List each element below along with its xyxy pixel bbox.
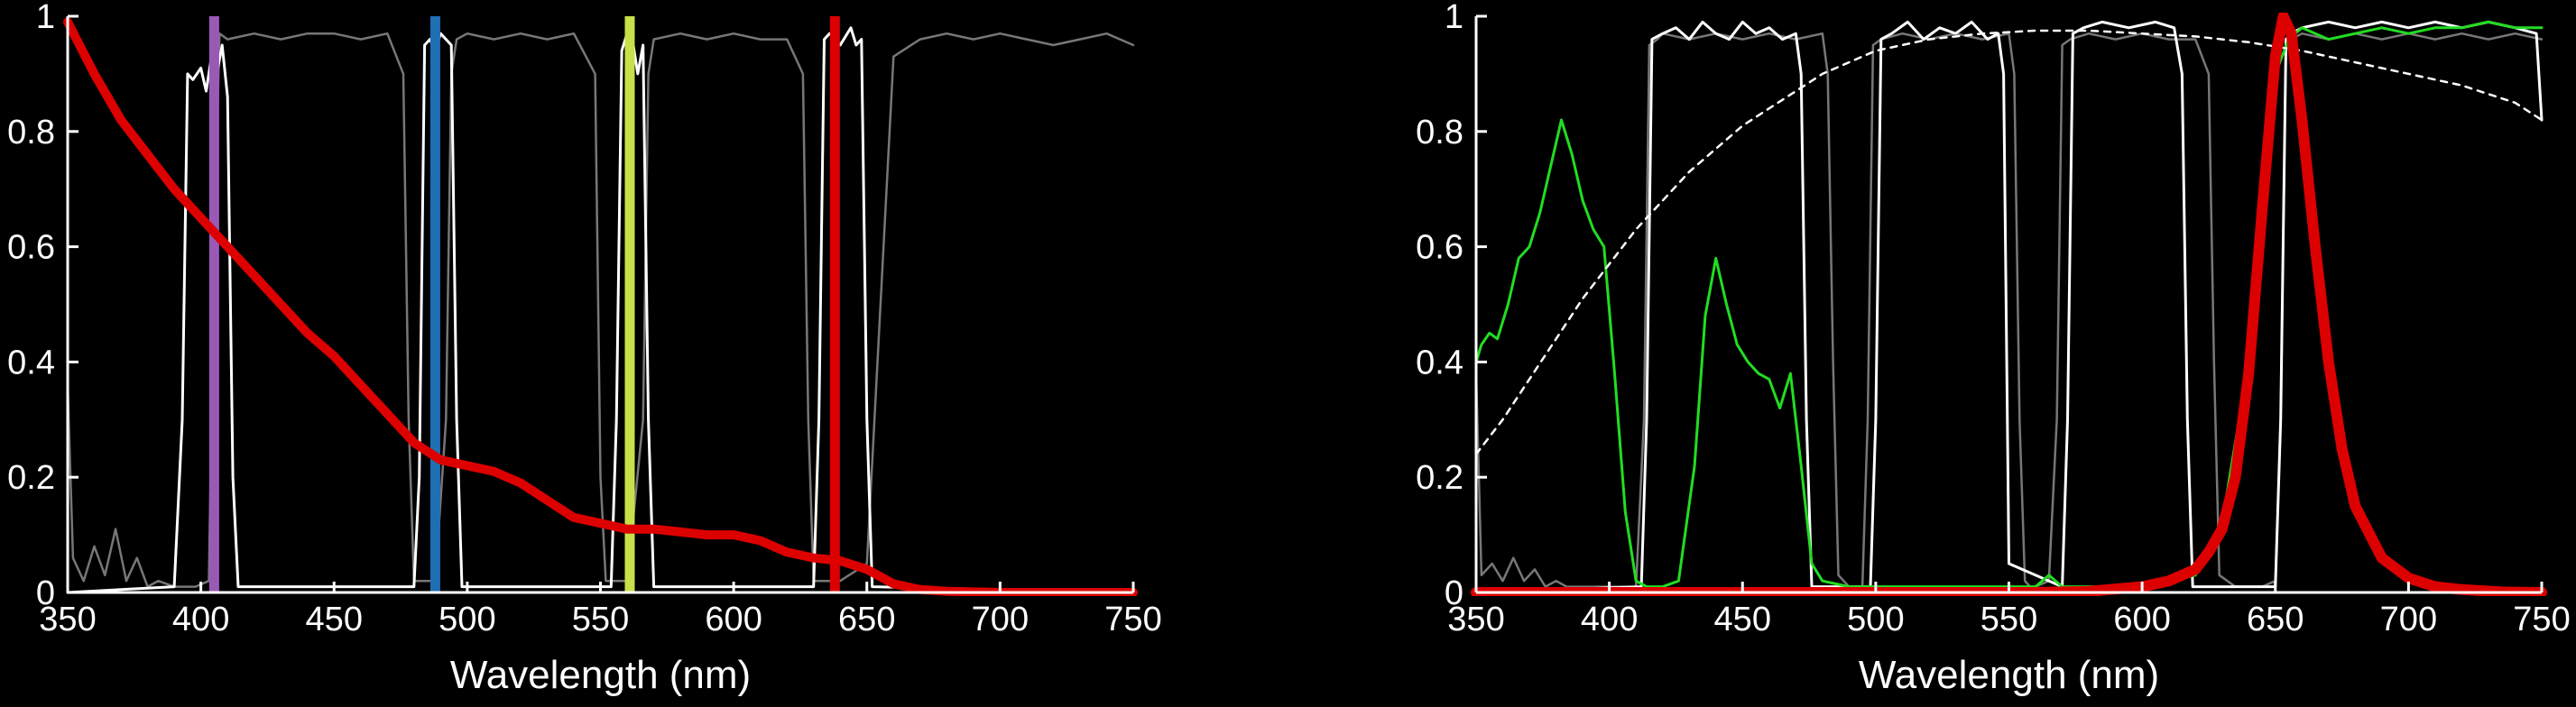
x-tick-label: 350 <box>39 601 96 638</box>
x-tick-label: 550 <box>1980 601 2037 638</box>
series-gray-passband <box>66 32 1135 588</box>
chart-panel-1: 350 400 450 500 550 600 650 700 750 0 0.2 0.4 0.6 0.8… <box>7 0 1162 697</box>
x-tick-label: 650 <box>2247 601 2304 638</box>
x-tick-label: 750 <box>2513 601 2570 638</box>
plot-area <box>1471 13 2547 596</box>
x-tick-label: 400 <box>1581 601 1638 638</box>
x-tick-label: 600 <box>2113 601 2170 638</box>
y-tick-label: 0.6 <box>7 229 55 267</box>
y-tick-label: 0.2 <box>1416 459 1463 497</box>
x-tick-label: 650 <box>838 601 895 638</box>
y-tick-label: 0.8 <box>7 114 55 152</box>
y-tick-label: 1 <box>1445 0 1463 36</box>
x-tick-label: 400 <box>172 601 229 638</box>
x-tick-label: 700 <box>2380 601 2437 638</box>
x-axis-label: Wavelength (nm) <box>450 653 751 697</box>
x-tick-label: 450 <box>306 601 363 638</box>
x-tick-label: 500 <box>439 601 495 638</box>
y-tick-label: 0.4 <box>7 344 55 381</box>
x-axis-label: Wavelength (nm) <box>1859 653 2159 697</box>
y-tick-label: 0.8 <box>1416 114 1463 152</box>
x-tick-label: 750 <box>1104 601 1161 638</box>
series-white-passband <box>66 26 1135 594</box>
plot-area <box>63 16 1138 596</box>
y-tick-label: 0.2 <box>7 459 55 497</box>
x-tick-label: 450 <box>1714 601 1771 638</box>
chart-panel-2: 350 400 450 500 550 600 650 700 750 0 0.2 0.4 0.6 0.8… <box>1416 0 2571 697</box>
y-tick-label: 0.6 <box>1416 229 1463 267</box>
y-tick-label: 1 <box>36 0 55 36</box>
series-white-passband <box>1474 20 2544 594</box>
x-tick-label: 700 <box>972 601 1029 638</box>
x-tick-label: 550 <box>572 601 629 638</box>
series-dotted-curve <box>1474 29 2544 455</box>
x-tick-label: 500 <box>1847 601 1904 638</box>
series-red-peak <box>1471 13 2547 596</box>
y-tick-label: 0 <box>36 574 55 612</box>
series-green-curve <box>1474 20 2544 589</box>
y-tick-label: 0.4 <box>1416 344 1463 381</box>
x-tick-label: 600 <box>705 601 762 638</box>
x-tick-label: 350 <box>1447 601 1504 638</box>
y-tick-label: 0 <box>1445 574 1463 612</box>
